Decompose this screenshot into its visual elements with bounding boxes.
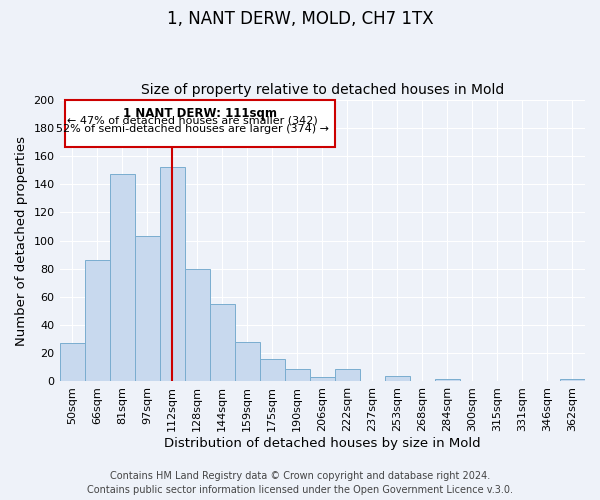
Text: 1 NANT DERW: 111sqm: 1 NANT DERW: 111sqm [122,106,277,120]
Bar [185,268,209,382]
Bar [435,378,460,382]
Text: 52% of semi-detached houses are larger (374) →: 52% of semi-detached houses are larger (… [56,124,329,134]
X-axis label: Distribution of detached houses by size in Mold: Distribution of detached houses by size … [164,437,481,450]
Bar [335,369,360,382]
FancyBboxPatch shape [65,100,335,148]
Text: 1, NANT DERW, MOLD, CH7 1TX: 1, NANT DERW, MOLD, CH7 1TX [167,10,433,28]
Bar [59,344,85,382]
Bar [85,260,110,382]
Bar [209,304,235,382]
Bar [160,167,185,382]
Bar [385,376,410,382]
Title: Size of property relative to detached houses in Mold: Size of property relative to detached ho… [140,83,504,97]
Bar [560,378,585,382]
Text: ← 47% of detached houses are smaller (342): ← 47% of detached houses are smaller (34… [67,115,317,125]
Bar [260,359,285,382]
Bar [285,369,310,382]
Bar [110,174,134,382]
Bar [134,236,160,382]
Bar [310,377,335,382]
Y-axis label: Number of detached properties: Number of detached properties [15,136,28,346]
Text: Contains HM Land Registry data © Crown copyright and database right 2024.
Contai: Contains HM Land Registry data © Crown c… [87,471,513,495]
Bar [235,342,260,382]
